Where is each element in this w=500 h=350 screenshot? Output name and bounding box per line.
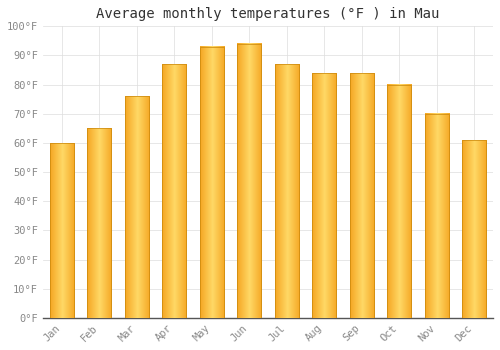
- Bar: [50, 143, 74, 318]
- Bar: [200, 47, 224, 318]
- Bar: [87, 128, 112, 318]
- Bar: [124, 96, 149, 318]
- Bar: [387, 85, 411, 318]
- Bar: [350, 73, 374, 318]
- Bar: [237, 44, 262, 318]
- Bar: [312, 73, 336, 318]
- Bar: [274, 64, 299, 318]
- Title: Average monthly temperatures (°F ) in Mau: Average monthly temperatures (°F ) in Ma…: [96, 7, 440, 21]
- Bar: [424, 114, 449, 318]
- Bar: [162, 64, 186, 318]
- Bar: [462, 140, 486, 318]
